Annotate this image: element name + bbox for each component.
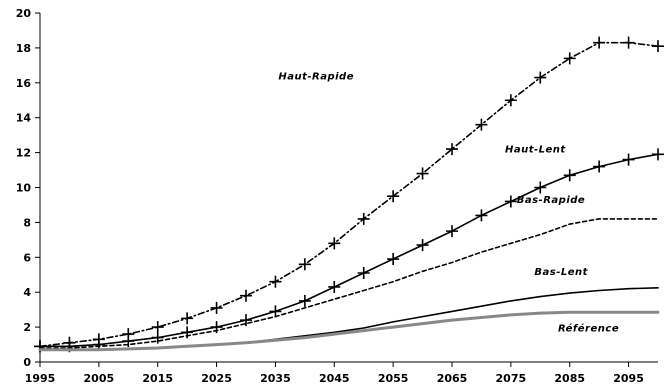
data-point-marker <box>593 36 606 49</box>
y-tick-label: 10 <box>16 182 32 195</box>
data-point-marker <box>210 301 223 314</box>
series-lines <box>34 36 664 353</box>
y-tick-label: 16 <box>16 77 32 90</box>
data-point-marker <box>504 195 517 208</box>
y-tick-label: 20 <box>16 7 32 20</box>
series-label: Bas-Lent <box>534 267 588 278</box>
x-tick-label: 2025 <box>201 372 232 385</box>
y-tick-label: 0 <box>23 356 31 369</box>
data-point-marker <box>151 321 164 334</box>
data-point-marker <box>446 225 458 238</box>
series-line <box>39 153 659 348</box>
data-point-marker <box>181 312 194 325</box>
data-point-marker <box>504 94 517 107</box>
series-haut-rapide <box>34 36 664 353</box>
y-tick-label: 8 <box>23 216 31 229</box>
data-point-marker <box>151 331 164 344</box>
data-point-marker <box>563 169 576 182</box>
y-tick-label: 6 <box>23 251 31 264</box>
data-point-marker <box>298 258 311 271</box>
series-label: Haut-Lent <box>505 145 566 156</box>
y-tick-label: 2 <box>23 321 31 334</box>
data-point-marker <box>416 239 429 252</box>
data-point-marker <box>446 143 458 156</box>
series-line <box>38 310 660 352</box>
axes <box>39 13 658 363</box>
y-tick-label: 14 <box>16 112 32 125</box>
data-point-marker <box>593 160 606 173</box>
data-point-marker <box>269 275 282 288</box>
series-line <box>39 41 659 348</box>
data-point-marker <box>652 148 664 161</box>
x-tick-label: 2065 <box>437 372 468 385</box>
data-point-marker <box>534 181 547 194</box>
data-point-marker <box>357 212 370 225</box>
data-point-marker <box>387 253 400 266</box>
x-tick-label: 2035 <box>260 372 291 385</box>
data-point-marker <box>240 289 252 302</box>
data-point-marker <box>652 40 664 53</box>
data-point-marker <box>328 280 341 293</box>
data-point-marker <box>357 267 370 280</box>
x-tick-label: 2085 <box>554 372 585 385</box>
series-label: Haut-Rapide <box>278 71 354 82</box>
series-label: Bas-Rapide <box>517 195 585 206</box>
x-axis-ticks: 1995 2005 2015 2025 2035 2045 2055 2065 2075 2085… <box>25 362 644 385</box>
x-tick-label: 2095 <box>613 372 644 385</box>
data-point-marker <box>475 209 488 222</box>
data-point-marker <box>387 190 400 203</box>
x-tick-label: 1995 <box>25 372 56 385</box>
data-point-marker <box>240 314 252 327</box>
data-point-marker <box>534 71 547 84</box>
x-tick-label: 2015 <box>142 372 173 385</box>
data-point-marker <box>563 52 576 65</box>
x-tick-label: 2075 <box>496 372 527 385</box>
data-point-marker <box>416 167 429 180</box>
data-point-marker <box>328 237 341 250</box>
series-labels: Haut-Rapide Haut-Lent Bas-Rapide Bas-Lent Ré… <box>278 71 619 334</box>
series-label: Référence <box>558 322 619 334</box>
y-tick-label: 18 <box>16 42 31 55</box>
data-point-marker <box>622 153 635 166</box>
series-line <box>39 218 659 349</box>
data-point-marker <box>298 294 311 307</box>
data-point-marker <box>269 305 282 318</box>
x-tick-label: 2005 <box>84 372 115 385</box>
series-r-f-rence <box>38 310 660 352</box>
x-tick-label: 2055 <box>378 372 409 385</box>
series-bas-rapide <box>39 218 659 349</box>
series-haut-lent <box>34 148 664 353</box>
y-axis-ticks: 0 2 4 6 8 10 12 14 16 18 20 <box>16 7 40 369</box>
data-point-marker <box>475 118 488 131</box>
y-tick-label: 12 <box>16 147 31 160</box>
y-tick-label: 4 <box>23 286 31 299</box>
data-point-marker <box>622 36 635 49</box>
x-tick-label: 2045 <box>319 372 350 385</box>
